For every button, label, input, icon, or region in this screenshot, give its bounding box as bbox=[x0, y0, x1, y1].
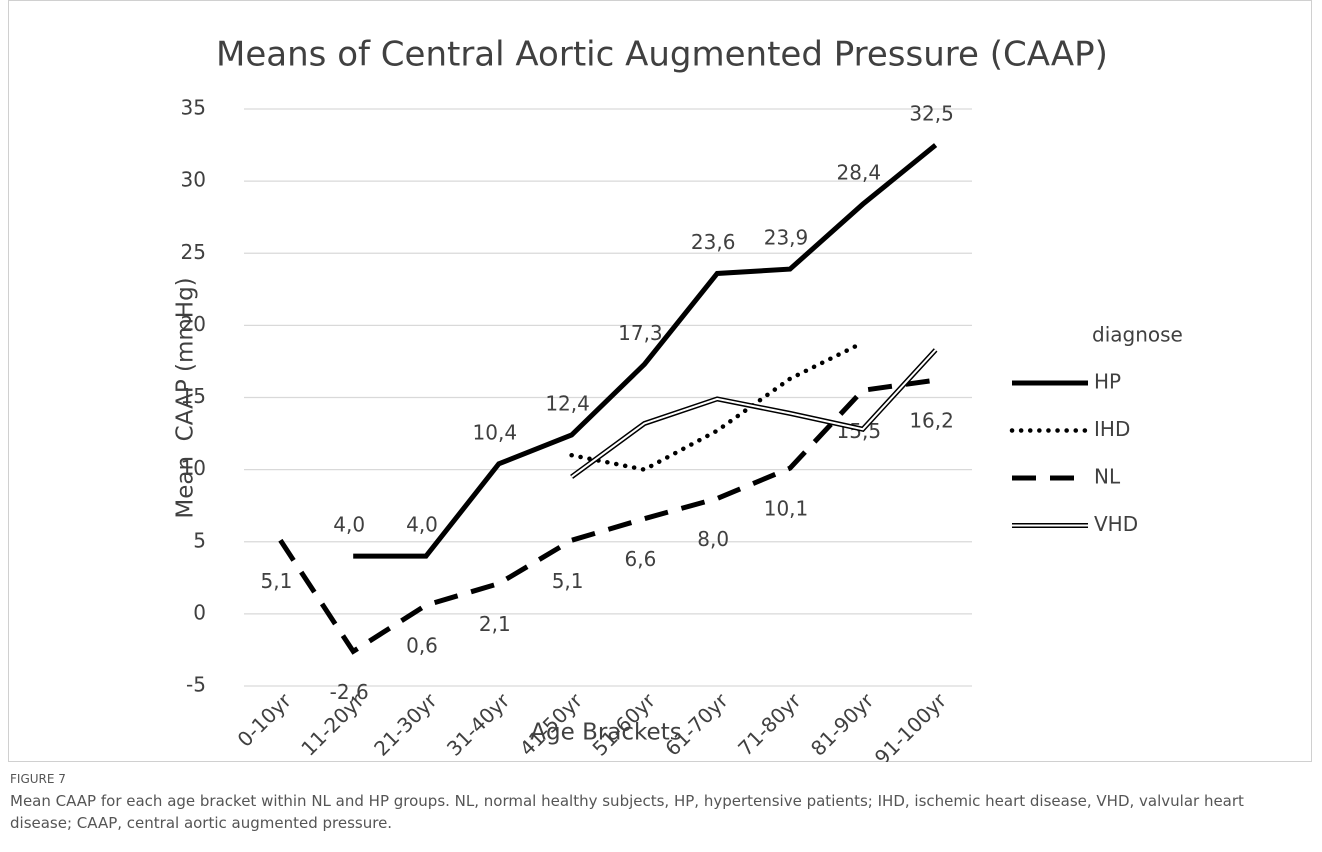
legend-label: VHD bbox=[1094, 512, 1138, 536]
data-label: 8,0 bbox=[697, 527, 729, 551]
data-label: 0,6 bbox=[406, 634, 438, 658]
chart-frame bbox=[8, 0, 1312, 762]
data-label: -2,6 bbox=[330, 680, 369, 704]
data-label: 16,2 bbox=[909, 409, 954, 433]
line bbox=[353, 143, 938, 559]
line bbox=[569, 340, 866, 472]
chart-title: Means of Central Aortic Augmented Pressu… bbox=[216, 35, 1108, 75]
data-label: 23,9 bbox=[764, 226, 809, 250]
data-label: 17,3 bbox=[618, 321, 663, 345]
figure-label: FIGURE 7 bbox=[10, 772, 66, 786]
data-label: 4,0 bbox=[406, 513, 438, 537]
data-label: 28,4 bbox=[837, 161, 882, 185]
line-inner bbox=[571, 349, 937, 478]
figure-caption: Mean CAAP for each age bracket within NL… bbox=[10, 792, 1244, 832]
y-tick-label: 25 bbox=[181, 240, 206, 264]
legend-label: NL bbox=[1094, 465, 1121, 489]
data-label: 5,1 bbox=[552, 569, 584, 593]
data-label: 5,1 bbox=[260, 569, 292, 593]
data-label: 12,4 bbox=[545, 392, 590, 416]
data-label: 23,6 bbox=[691, 230, 736, 254]
line bbox=[278, 377, 936, 655]
data-label: 6,6 bbox=[624, 547, 656, 571]
data-label: 32,5 bbox=[909, 102, 954, 126]
y-tick-label: 35 bbox=[181, 96, 206, 120]
y-tick-label: 5 bbox=[193, 528, 206, 552]
data-label: 4,0 bbox=[333, 513, 365, 537]
y-axis-title: Mean CAAP (mmHg) bbox=[173, 277, 199, 518]
y-tick-label: 15 bbox=[181, 384, 206, 408]
data-label: 10,1 bbox=[764, 497, 809, 521]
y-tick-label: 10 bbox=[181, 456, 206, 480]
y-tick-label: 0 bbox=[193, 600, 206, 624]
x-axis-title: Age Brackets bbox=[530, 720, 681, 746]
y-tick-label: -5 bbox=[186, 673, 206, 697]
legend-label: HP bbox=[1094, 370, 1121, 394]
data-label: 2,1 bbox=[479, 612, 511, 636]
chart: Means of Central Aortic Augmented Pressu… bbox=[8, 0, 1312, 762]
legend-label: IHD bbox=[1094, 417, 1130, 441]
data-label: 10,4 bbox=[473, 420, 518, 444]
legend-title: diagnose bbox=[1092, 323, 1183, 347]
y-tick-label: 20 bbox=[181, 312, 206, 336]
y-tick-label: 30 bbox=[181, 168, 206, 192]
